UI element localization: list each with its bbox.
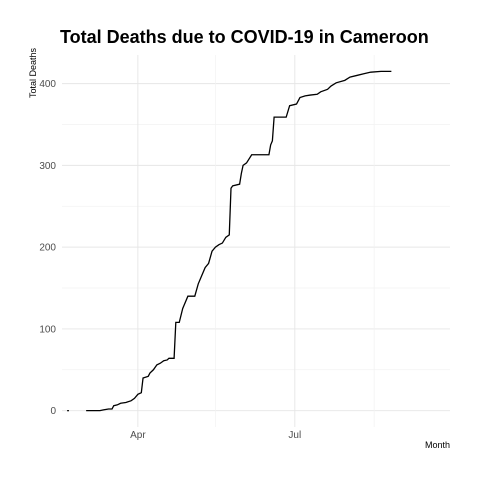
x-tick-label: Jul bbox=[288, 430, 301, 441]
series-line bbox=[86, 70, 392, 412]
x-tick-label: Apr bbox=[130, 430, 146, 441]
series-group bbox=[67, 70, 392, 412]
y-tick-label: 300 bbox=[39, 161, 56, 172]
y-tick-label: 400 bbox=[39, 79, 56, 90]
y-axis-label: Total Deaths bbox=[28, 47, 38, 98]
y-tick-labels: 0 100 200 300 400 bbox=[39, 79, 56, 417]
y-tick-label: 200 bbox=[39, 243, 56, 254]
x-tick-labels: Apr Jul bbox=[130, 430, 301, 441]
chart-title: Total Deaths due to COVID-19 in Cameroon bbox=[60, 27, 429, 47]
y-tick-label: 100 bbox=[39, 324, 56, 335]
y-tick-label: 0 bbox=[50, 406, 56, 417]
grid-lines bbox=[62, 55, 450, 427]
x-axis-label: Month bbox=[425, 440, 450, 450]
